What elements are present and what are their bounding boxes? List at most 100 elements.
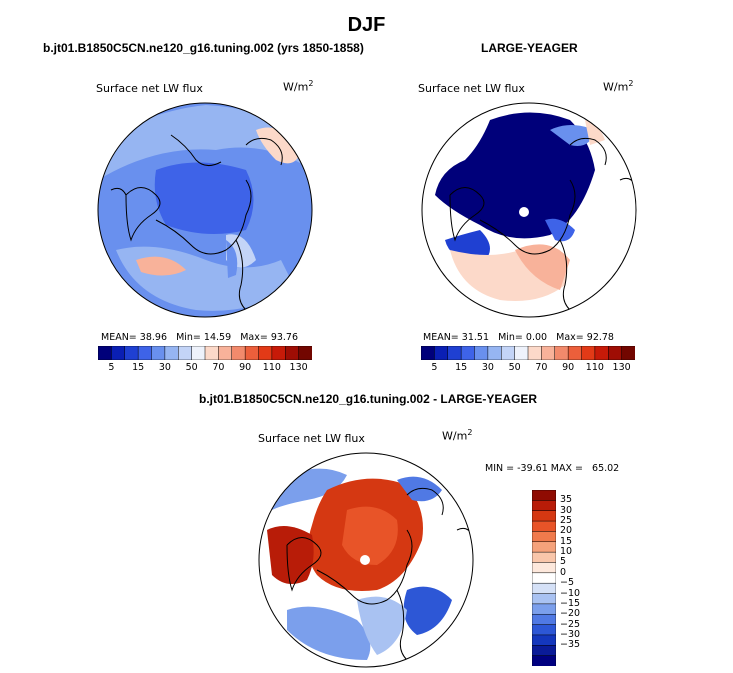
panel-3-colorbar-ticks: 35 30 25 20 15 10 5 0 −5 −10 −15 −20 −25 −30 −35 bbox=[560, 490, 600, 666]
panel-3-colorbar-box bbox=[532, 655, 556, 666]
panel-1-title: b.jt01.B1850C5CN.ne120_g16.tuning.002 (y… bbox=[43, 41, 364, 55]
panel-3-colorbar-box bbox=[532, 531, 556, 543]
panel-3-colorbar-box bbox=[532, 551, 556, 564]
panel-2-title: LARGE-YEAGER bbox=[481, 41, 578, 55]
panel-2-colorbar-box bbox=[447, 346, 462, 360]
panel-3-colorbar-box bbox=[532, 645, 556, 657]
panel-2-colorbar-tick-label: 50 bbox=[508, 362, 521, 373]
panel-3-colorbar-box bbox=[532, 624, 556, 636]
panel-2-colorbar-box bbox=[474, 346, 489, 360]
panel-3-colorbar-box bbox=[532, 572, 556, 584]
panel-2-colorbar-box bbox=[621, 346, 635, 360]
panel-1-field-patches bbox=[98, 105, 312, 311]
panel-3-colorbar-tick-label: −5 bbox=[560, 577, 575, 589]
panel-2-colorbar-box bbox=[581, 346, 596, 360]
panel-3-coastlines bbox=[286, 487, 473, 661]
panel-3-colorbar-box bbox=[532, 603, 556, 615]
panel-3-colorbar-box bbox=[532, 490, 556, 501]
panel-3-polar-map bbox=[258, 452, 474, 668]
panel-3-units: W/m2 bbox=[442, 428, 473, 443]
panel-2-colorbar-tick-label: 70 bbox=[535, 362, 548, 373]
panel-2-units: W/m2 bbox=[603, 79, 634, 94]
panel-2-colorbar-box bbox=[594, 346, 609, 360]
panel-1-colorbar-tick-label: 130 bbox=[289, 362, 308, 373]
page-title: DJF bbox=[347, 14, 386, 36]
panel-2-field-patches bbox=[435, 112, 605, 301]
panel-2-colorbar-box bbox=[514, 346, 529, 360]
panel-3-field-patches bbox=[267, 468, 452, 660]
panel-3-colorbar-tick-label: −10 bbox=[560, 587, 581, 599]
panel-1-colorbar-box bbox=[285, 346, 300, 360]
panel-1-colorbar-box bbox=[244, 346, 260, 360]
panel-1-colorbar-tick-label: 15 bbox=[132, 362, 145, 373]
panel-3-colorbar-tick-label: 15 bbox=[560, 535, 573, 547]
panel-2-colorbar-box bbox=[554, 346, 569, 360]
panel-2-colorbar-box bbox=[460, 346, 476, 360]
panel-1-colorbar-box bbox=[151, 346, 166, 360]
panel-1-colorbar-tick-label: 90 bbox=[239, 362, 252, 373]
panel-1-colorbar-box bbox=[137, 346, 153, 360]
panel-2-colorbar-box bbox=[501, 346, 516, 360]
panel-1-colorbar-box bbox=[258, 346, 273, 360]
panel-1-colorbar-tick-label: 110 bbox=[262, 362, 281, 373]
panel-2-colorbar-tick-label: 5 bbox=[431, 362, 438, 373]
panel-2-stats: MEAN= 31.51 Min= 0.00 Max= 92.78 bbox=[423, 332, 614, 343]
panel-3-colorbar-tick-label: 0 bbox=[560, 566, 567, 578]
panel-1-colorbar-box bbox=[231, 346, 246, 360]
panel-1-polar-map bbox=[97, 102, 313, 318]
panel-1-colorbar-tick-label: 70 bbox=[212, 362, 225, 373]
panel-2-sea-ice-region bbox=[435, 112, 595, 239]
panel-1-coastlines bbox=[110, 134, 283, 311]
panel-3-colorbar-box bbox=[532, 520, 556, 532]
panel-2-colorbar-box bbox=[487, 346, 502, 360]
panel-3-title: b.jt01.B1850C5CN.ne120_g16.tuning.002 - … bbox=[199, 392, 538, 406]
panel-3-colorbar bbox=[532, 490, 556, 666]
panel-3-colorbar-tick-label: −35 bbox=[560, 639, 581, 651]
panel-3-colorbar-box bbox=[532, 593, 556, 605]
panel-1-colorbar bbox=[98, 346, 312, 360]
panel-3-colorbar-box bbox=[532, 541, 556, 553]
panel-3-variable-label: Surface net LW flux bbox=[258, 432, 365, 445]
panel-2-colorbar bbox=[421, 346, 635, 360]
panel-3-colorbar-tick-label: 35 bbox=[560, 494, 573, 506]
panel-2-colorbar-ticks: 5 15 30 50 70 90 110 130 bbox=[421, 362, 635, 376]
panel-1-colorbar-tick-label: 5 bbox=[108, 362, 115, 373]
panel-3-colorbar-box bbox=[532, 613, 556, 626]
panel-2-colorbar-box bbox=[608, 346, 623, 360]
panel-2-polar-map bbox=[421, 102, 637, 318]
panel-3-pole-marker bbox=[360, 555, 370, 565]
panel-3-colorbar-tick-label: −30 bbox=[560, 628, 581, 640]
panel-3-colorbar-box bbox=[532, 510, 556, 522]
panel-3-colorbar-tick-label: −20 bbox=[560, 608, 581, 620]
panel-1-colorbar-tick-label: 50 bbox=[185, 362, 198, 373]
panel-1-colorbar-box bbox=[191, 346, 206, 360]
panel-3-colorbar-tick-label: −15 bbox=[560, 597, 581, 609]
panel-2-coastlines bbox=[449, 137, 636, 311]
panel-2-colorbar-tick-label: 15 bbox=[455, 362, 468, 373]
panel-3-stats: MIN = -39.61 MAX = 65.02 bbox=[485, 463, 620, 474]
panel-3-colorbar-box bbox=[532, 500, 556, 512]
panel-1-colorbar-tick-label: 30 bbox=[158, 362, 171, 373]
panel-2-variable-label: Surface net LW flux bbox=[418, 82, 525, 95]
panel-1-colorbar-box bbox=[164, 346, 179, 360]
panel-3-colorbar-tick-label: 5 bbox=[560, 556, 567, 568]
panel-2-colorbar-box bbox=[541, 346, 556, 360]
panel-1-colorbar-box bbox=[271, 346, 286, 360]
panel-1-stats: MEAN= 38.96 Min= 14.59 Max= 93.76 bbox=[101, 332, 299, 343]
panel-3-colorbar-tick-label: 10 bbox=[560, 546, 573, 558]
panel-2-colorbar-box bbox=[421, 346, 435, 360]
panel-1-colorbar-box bbox=[111, 346, 126, 360]
panel-3-colorbar-tick-label: 20 bbox=[560, 525, 573, 537]
panel-1-colorbar-box bbox=[124, 346, 139, 360]
panel-1-units: W/m2 bbox=[283, 79, 314, 94]
panel-3-colorbar-box bbox=[532, 562, 556, 574]
panel-1-colorbar-box bbox=[218, 346, 233, 360]
panel-2-colorbar-tick-label: 30 bbox=[481, 362, 494, 373]
panel-2-colorbar-box bbox=[527, 346, 542, 360]
panel-1-colorbar-ticks: 5 15 30 50 70 90 110 130 bbox=[98, 362, 312, 376]
panel-1-colorbar-box bbox=[204, 346, 219, 360]
panel-1-colorbar-box bbox=[178, 346, 193, 360]
panel-3-colorbar-box bbox=[532, 634, 556, 646]
panel-2-colorbar-tick-label: 90 bbox=[562, 362, 575, 373]
panel-3-colorbar-tick-label: −25 bbox=[560, 618, 581, 630]
